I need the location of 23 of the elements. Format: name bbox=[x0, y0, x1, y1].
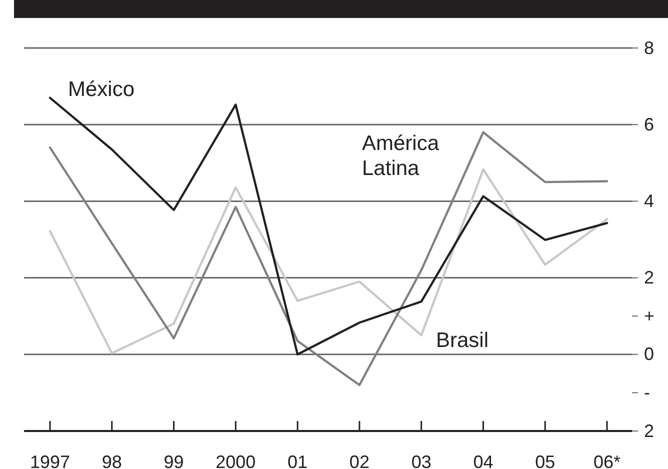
x-tick-label: 2000 bbox=[216, 452, 256, 469]
y-tick-label: 2 bbox=[644, 420, 654, 441]
y-tick-label: 6 bbox=[644, 114, 654, 134]
series-label: Brasil bbox=[436, 329, 489, 352]
line-series bbox=[48, 96, 608, 356]
x-tick-label: 05 bbox=[535, 452, 556, 469]
y-tick-label: - bbox=[644, 382, 650, 402]
y-tick-label: 2 bbox=[644, 268, 654, 288]
x-tick-label: 03 bbox=[411, 452, 432, 469]
series-label: México bbox=[68, 78, 135, 101]
y-tick-label: 8 bbox=[644, 38, 654, 58]
y-tick-label: + bbox=[644, 306, 655, 326]
line-series bbox=[48, 131, 608, 386]
x-tick-label: 1997 bbox=[30, 452, 70, 469]
x-tick-label: 06* bbox=[593, 452, 621, 469]
series-label: América Latina bbox=[362, 132, 440, 180]
y-tick-label: 0 bbox=[644, 344, 654, 364]
x-tick-label: 99 bbox=[164, 452, 184, 469]
x-tick-label: 02 bbox=[349, 452, 370, 469]
x-tick-label: 01 bbox=[288, 452, 308, 469]
x-tick-label: 04 bbox=[473, 452, 494, 469]
x-tick-label: 98 bbox=[102, 452, 122, 469]
y-tick-label: 4 bbox=[644, 190, 654, 211]
